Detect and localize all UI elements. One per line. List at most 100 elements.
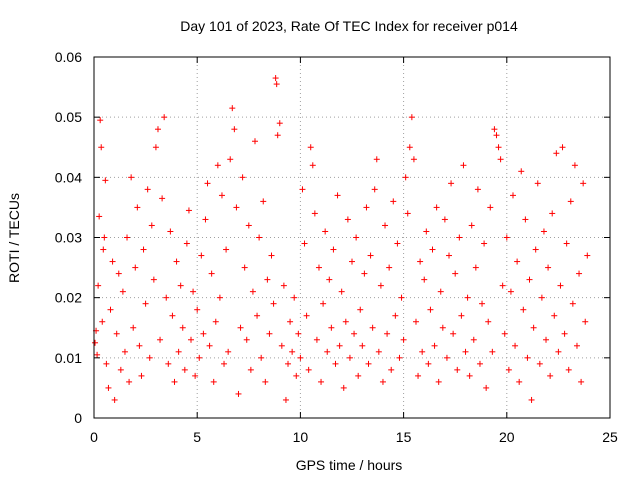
data-point bbox=[95, 282, 102, 289]
data-point bbox=[185, 207, 192, 214]
data-point bbox=[313, 336, 320, 343]
data-point bbox=[268, 252, 275, 259]
data-point bbox=[369, 324, 376, 331]
data-point bbox=[456, 234, 463, 241]
data-point bbox=[549, 210, 556, 217]
data-point bbox=[134, 204, 141, 211]
data-point bbox=[103, 360, 110, 367]
data-point bbox=[173, 258, 180, 265]
data-point bbox=[423, 228, 430, 235]
data-point bbox=[218, 192, 225, 199]
data-point bbox=[326, 276, 333, 283]
data-point bbox=[340, 384, 347, 391]
data-point bbox=[297, 354, 304, 361]
data-point bbox=[431, 342, 438, 349]
data-point bbox=[503, 234, 510, 241]
data-point bbox=[433, 204, 440, 211]
data-point bbox=[526, 276, 533, 283]
data-point bbox=[264, 276, 271, 283]
data-point bbox=[142, 300, 149, 307]
data-point bbox=[460, 162, 467, 169]
data-point bbox=[497, 156, 504, 163]
data-point bbox=[235, 390, 242, 397]
data-point bbox=[231, 126, 238, 133]
data-point bbox=[324, 348, 331, 355]
data-point bbox=[117, 366, 124, 373]
data-point bbox=[336, 342, 343, 349]
data-point bbox=[448, 180, 455, 187]
data-point bbox=[565, 366, 572, 373]
data-point bbox=[138, 372, 145, 379]
data-point bbox=[493, 132, 500, 139]
data-point bbox=[464, 294, 471, 301]
data-point bbox=[520, 306, 527, 313]
data-point bbox=[543, 336, 550, 343]
axis-ticks bbox=[93, 56, 611, 419]
data-point bbox=[320, 300, 327, 307]
data-point bbox=[243, 336, 250, 343]
data-point bbox=[177, 282, 184, 289]
data-point bbox=[96, 213, 103, 220]
data-point bbox=[214, 162, 221, 169]
data-point bbox=[299, 186, 306, 193]
data-point bbox=[196, 354, 203, 361]
x-tick-label: 10 bbox=[293, 429, 309, 445]
y-axis-label: ROTI / TECUs bbox=[6, 193, 22, 283]
data-point bbox=[136, 342, 143, 349]
data-point bbox=[159, 195, 166, 202]
data-point bbox=[332, 360, 339, 367]
data-point bbox=[113, 330, 120, 337]
data-point bbox=[121, 348, 128, 355]
data-point bbox=[487, 204, 494, 211]
data-point bbox=[322, 228, 329, 235]
data-point bbox=[342, 318, 349, 325]
data-point bbox=[289, 348, 296, 355]
data-point bbox=[557, 282, 564, 289]
data-point bbox=[357, 306, 364, 313]
data-point bbox=[466, 372, 473, 379]
data-point bbox=[216, 294, 223, 301]
data-point bbox=[175, 348, 182, 355]
y-tick-label: 0.03 bbox=[55, 230, 82, 246]
data-point bbox=[528, 396, 535, 403]
data-point bbox=[355, 372, 362, 379]
data-point bbox=[377, 282, 384, 289]
data-point bbox=[379, 378, 386, 385]
data-point bbox=[512, 342, 519, 349]
data-point bbox=[212, 318, 219, 325]
data-point bbox=[274, 132, 281, 139]
data-point bbox=[102, 177, 109, 184]
x-tick-label: 15 bbox=[396, 429, 412, 445]
data-point bbox=[307, 144, 314, 151]
data-point bbox=[251, 138, 258, 145]
data-point bbox=[406, 144, 413, 151]
data-point bbox=[382, 222, 389, 229]
data-point bbox=[97, 117, 104, 124]
data-point bbox=[338, 288, 345, 295]
data-point bbox=[245, 222, 252, 229]
data-point bbox=[124, 234, 131, 241]
y-tick-label: 0 bbox=[74, 410, 82, 426]
data-point bbox=[293, 372, 300, 379]
data-point bbox=[109, 258, 116, 265]
data-point bbox=[419, 348, 426, 355]
data-point bbox=[402, 174, 409, 181]
data-point bbox=[270, 300, 277, 307]
data-point bbox=[375, 348, 382, 355]
data-point bbox=[223, 246, 230, 253]
data-point bbox=[518, 168, 525, 175]
data-point bbox=[198, 252, 205, 259]
data-point bbox=[452, 270, 459, 277]
x-tick-label: 0 bbox=[90, 429, 98, 445]
data-point bbox=[194, 306, 201, 313]
data-point bbox=[249, 288, 256, 295]
data-point bbox=[105, 384, 112, 391]
data-point bbox=[311, 210, 318, 217]
data-point bbox=[491, 126, 498, 133]
data-point bbox=[534, 180, 541, 187]
data-point bbox=[315, 264, 322, 271]
data-point bbox=[295, 330, 302, 337]
data-point bbox=[388, 366, 395, 373]
data-point bbox=[126, 378, 133, 385]
data-point bbox=[107, 306, 114, 313]
